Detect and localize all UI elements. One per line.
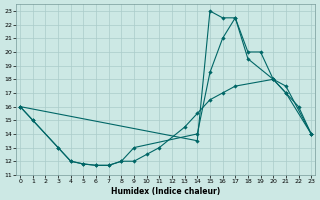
X-axis label: Humidex (Indice chaleur): Humidex (Indice chaleur) (111, 187, 220, 196)
